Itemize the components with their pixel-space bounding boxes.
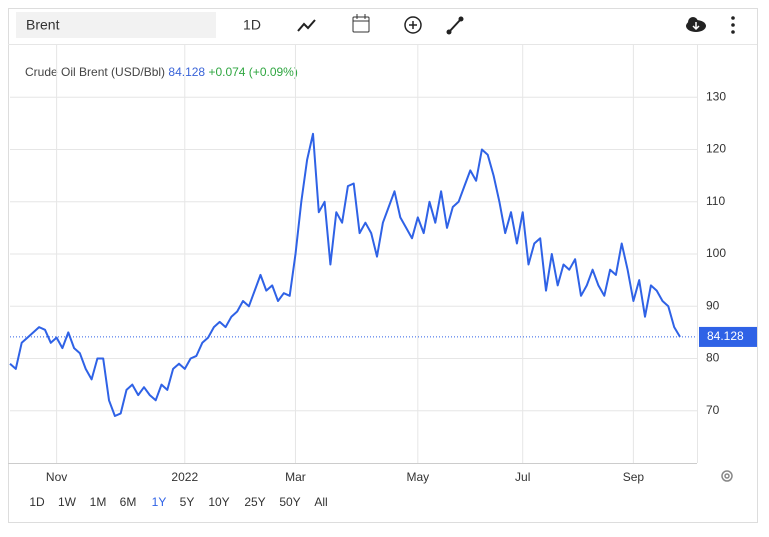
x-tick-label: Sep: [623, 470, 645, 484]
range-button[interactable]: 1M: [90, 495, 107, 509]
y-tick-label: 90: [706, 298, 720, 312]
compare-icon[interactable]: [404, 16, 422, 34]
chart-title: Crude Oil Brent (USD/Bbl) 84.128 +0.074 …: [25, 65, 298, 79]
frame: [8, 8, 758, 523]
x-tick-label: 2022: [171, 470, 198, 484]
y-tick-label: 110: [706, 194, 725, 208]
y-tick-label: 80: [706, 351, 720, 365]
title-text: Crude Oil Brent (USD/Bbl): [25, 65, 165, 79]
range-button[interactable]: 1D: [29, 495, 45, 509]
y-tick-label: 120: [706, 142, 726, 156]
download-icon[interactable]: [686, 17, 706, 32]
price-change: +0.074 (+0.09%): [208, 65, 297, 79]
range-button[interactable]: 5Y: [180, 495, 195, 509]
last-price: 84.128: [168, 65, 205, 79]
y-tick-label: 130: [706, 89, 726, 103]
range-button[interactable]: 25Y: [244, 495, 265, 509]
price-line: [9, 132, 681, 417]
menu-icon[interactable]: [731, 16, 735, 34]
y-tick-label: 100: [706, 246, 726, 260]
draw-icon[interactable]: [446, 16, 464, 35]
search-box[interactable]: [16, 12, 216, 38]
range-button[interactable]: All: [314, 495, 327, 509]
last-price-box: [699, 326, 757, 347]
settings-icon[interactable]: [721, 470, 733, 482]
x-tick-label: Jul: [515, 470, 530, 484]
range-button[interactable]: 6M: [120, 495, 137, 509]
interval-button[interactable]: 1D: [243, 17, 261, 33]
y-tick-label: 70: [706, 403, 720, 417]
range-button[interactable]: 1Y: [152, 495, 167, 509]
range-button[interactable]: 1W: [58, 495, 77, 509]
line-type-icon[interactable]: [297, 19, 316, 32]
x-tick-label: May: [406, 470, 429, 484]
search-text[interactable]: Brent: [26, 17, 60, 33]
x-tick-label: Nov: [46, 470, 67, 484]
last-price-label: 84.128: [707, 329, 744, 343]
x-tick-label: Mar: [285, 470, 306, 484]
calendar-icon[interactable]: [352, 14, 370, 33]
range-button[interactable]: 10Y: [208, 495, 229, 509]
range-button[interactable]: 50Y: [279, 495, 300, 509]
